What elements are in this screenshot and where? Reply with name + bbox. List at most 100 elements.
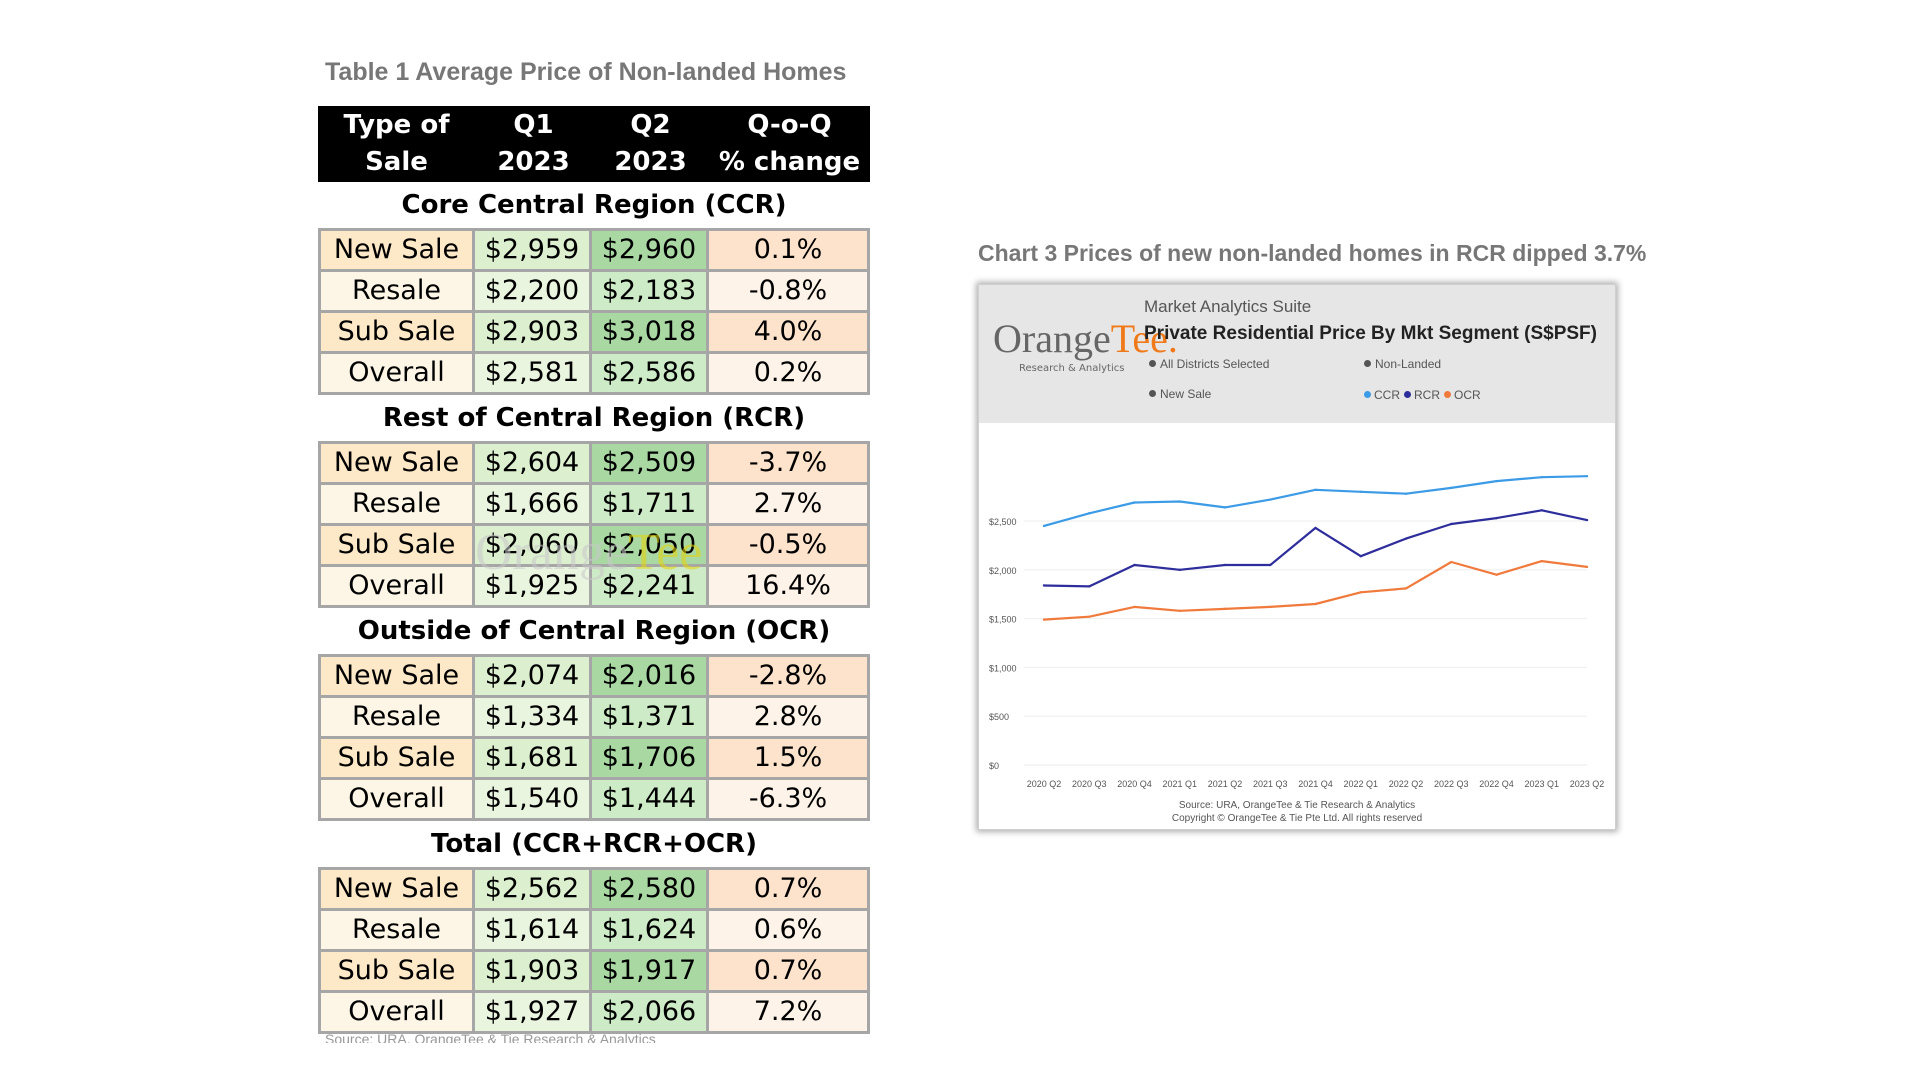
- section-group: New Sale $2,074 $2,016 -2.8% Resale $1,334 $1,…: [318, 654, 870, 821]
- sale-type-cell: Overall: [321, 567, 475, 605]
- sale-type-cell: New Sale: [321, 231, 475, 269]
- q2-price-cell: $2,183: [592, 272, 709, 310]
- series-line-ccr: [1043, 475, 1588, 527]
- table-row: Resale $1,666 $1,711 2.7%: [321, 482, 867, 523]
- y-tick-label: $1,000: [989, 663, 1017, 673]
- legend-dot-icon: [1364, 391, 1371, 398]
- qoq-change-cell: 16.4%: [709, 567, 867, 605]
- data-point-ocr: [1223, 607, 1227, 611]
- q1-price-cell: $1,681: [475, 739, 592, 777]
- q1-price-cell: $2,200: [475, 272, 592, 310]
- q1-price-cell: $2,903: [475, 313, 592, 351]
- data-point-rcr: [1404, 537, 1408, 540]
- table-header: Type of Sale Q1 2023 Q2 2023 Q-o-Q% change: [318, 106, 870, 182]
- data-point-ocr: [1359, 591, 1362, 594]
- x-tick-label: 2021 Q1: [1162, 779, 1197, 789]
- qoq-change-cell: 1.5%: [709, 739, 867, 777]
- data-point-ocr: [1404, 587, 1408, 590]
- data-point-ccr: [1495, 479, 1498, 483]
- q2-price-cell: $2,050: [592, 526, 709, 564]
- table-row: New Sale $2,074 $2,016 -2.8%: [321, 657, 867, 695]
- filter-landed[interactable]: Non-Landed: [1364, 357, 1441, 371]
- table-row: Sub Sale $1,903 $1,917 0.7%: [321, 949, 867, 990]
- x-tick-label: 2020 Q3: [1072, 779, 1107, 789]
- data-point-rcr: [1359, 554, 1362, 558]
- header-type: Type of Sale: [343, 110, 450, 177]
- data-point-ocr: [1269, 605, 1272, 609]
- x-tick-label: 2023 Q2: [1570, 779, 1605, 789]
- qoq-change-cell: -6.3%: [709, 780, 867, 818]
- q1-price-cell: $1,903: [475, 952, 592, 990]
- table-row: Sub Sale $1,681 $1,706 1.5%: [321, 736, 867, 777]
- x-tick-label: 2022 Q1: [1343, 779, 1378, 789]
- table-title: Table 1 Average Price of Non-landed Home…: [325, 58, 847, 86]
- data-point-ocr: [1178, 609, 1181, 613]
- y-tick-label: $1,500: [989, 615, 1017, 625]
- qoq-change-cell: 2.7%: [709, 485, 867, 523]
- table-row: Overall $1,925 $2,241 16.4%: [321, 564, 867, 605]
- filter-districts[interactable]: All Districts Selected: [1149, 357, 1269, 371]
- sale-type-cell: Resale: [321, 272, 475, 310]
- data-point-ccr: [1585, 474, 1589, 478]
- q2-price-cell: $1,917: [592, 952, 709, 990]
- legend-item-ocr[interactable]: OCR: [1444, 388, 1481, 402]
- sale-type-cell: Resale: [321, 485, 475, 523]
- sale-type-cell: Sub Sale: [321, 313, 475, 351]
- x-tick-label: 2023 Q1: [1524, 779, 1559, 789]
- data-point-ocr: [1133, 605, 1136, 609]
- qoq-change-cell: -2.8%: [709, 657, 867, 695]
- q1-price-cell: $2,562: [475, 870, 592, 908]
- section-group: New Sale $2,959 $2,960 0.1% Resale $2,200 $2,1…: [318, 228, 870, 395]
- q1-price-cell: $1,925: [475, 567, 592, 605]
- chart-header: OrangeTee. Research & Analytics Market A…: [979, 285, 1615, 423]
- y-tick-label: $0: [989, 761, 999, 771]
- header-q1: Q1 2023: [497, 110, 570, 177]
- filter-sale-type[interactable]: New Sale: [1149, 387, 1211, 401]
- legend-item-ccr[interactable]: CCR: [1364, 388, 1400, 402]
- suite-label: Market Analytics Suite: [1144, 297, 1312, 316]
- x-tick-label: 2022 Q2: [1389, 779, 1424, 789]
- sale-type-cell: New Sale: [321, 444, 475, 482]
- q2-price-cell: $1,624: [592, 911, 709, 949]
- legend-label: RCR: [1414, 388, 1440, 402]
- sale-type-cell: Sub Sale: [321, 526, 475, 564]
- x-tick-label: 2020 Q4: [1117, 779, 1152, 789]
- q1-price-cell: $2,074: [475, 657, 592, 695]
- qoq-change-cell: 0.7%: [709, 952, 867, 990]
- data-point-ocr: [1540, 559, 1543, 563]
- section-title: Outside of Central Region (OCR): [357, 616, 831, 646]
- line-plot: $0 $500 $1,000 $1,500 $2,000 $2,500 2020 Q2 202…: [989, 474, 1605, 789]
- table-source: Source: URA, OrangeTee & Tie Research & …: [325, 1031, 656, 1043]
- q1-price-cell: $1,334: [475, 698, 592, 736]
- data-point-rcr: [1178, 568, 1181, 572]
- data-point-rcr: [1223, 563, 1227, 567]
- chart-title: Chart 3 Prices of new non-landed homes i…: [978, 240, 1647, 266]
- q1-price-cell: $2,060: [475, 526, 592, 564]
- x-tick-label: 2021 Q2: [1208, 779, 1243, 789]
- q2-price-cell: $2,586: [592, 354, 709, 392]
- qoq-change-cell: 0.6%: [709, 911, 867, 949]
- data-point-rcr: [1133, 563, 1136, 567]
- qoq-change-cell: 0.1%: [709, 231, 867, 269]
- qoq-change-cell: 0.2%: [709, 354, 867, 392]
- legend-item-rcr[interactable]: RCR: [1404, 388, 1440, 402]
- legend-label: CCR: [1374, 388, 1400, 402]
- chart-source: Source: URA, OrangeTee & Tie Research & …: [1171, 800, 1423, 824]
- logo-subtitle: Research & Analytics: [1019, 363, 1125, 374]
- q2-price-cell: $1,371: [592, 698, 709, 736]
- chart-heading: Private Residential Price By Mkt Segment…: [1144, 323, 1597, 344]
- series-line-rcr: [1043, 509, 1588, 588]
- qoq-change-cell: -3.7%: [709, 444, 867, 482]
- table-row: Overall $1,927 $2,066 7.2%: [321, 990, 867, 1031]
- x-tick-label: 2021 Q3: [1253, 779, 1288, 789]
- data-point-ccr: [1178, 500, 1181, 503]
- section-title: Total (CCR+RCR+OCR): [431, 829, 757, 859]
- data-point-ccr: [1223, 506, 1227, 509]
- bullet-icon: [1364, 360, 1371, 367]
- sale-type-cell: Overall: [321, 993, 475, 1031]
- q1-price-cell: $1,540: [475, 780, 592, 818]
- q2-price-cell: $3,018: [592, 313, 709, 351]
- x-tick-label: 2021 Q4: [1298, 779, 1333, 789]
- data-point-ocr: [1088, 615, 1091, 618]
- qoq-change-cell: -0.8%: [709, 272, 867, 310]
